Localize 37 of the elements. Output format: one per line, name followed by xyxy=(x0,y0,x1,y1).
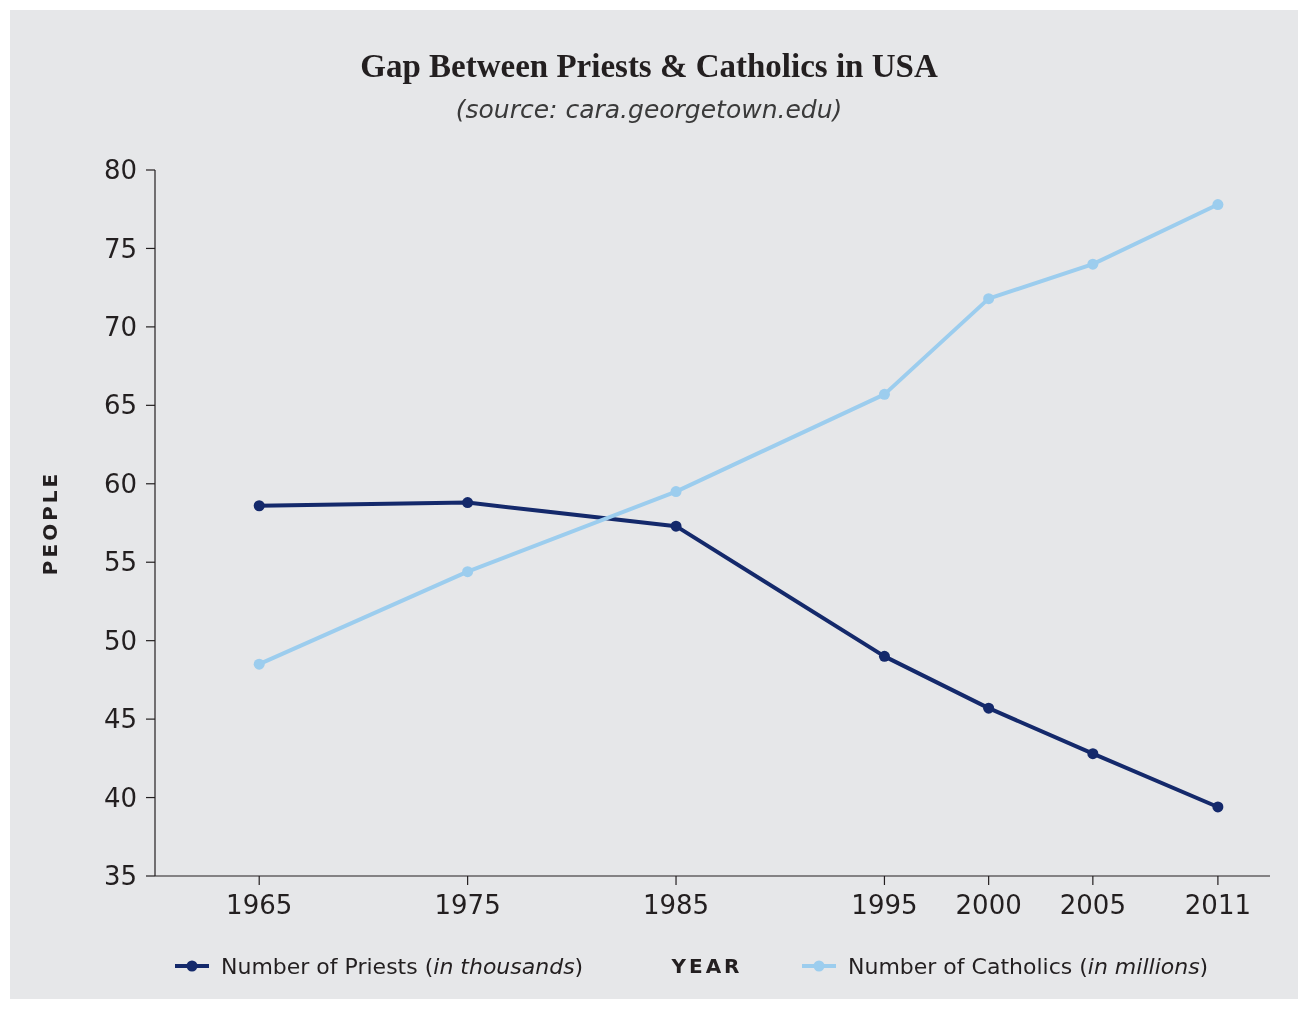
point xyxy=(983,293,995,305)
point xyxy=(253,658,265,670)
point xyxy=(1087,258,1099,270)
point xyxy=(462,497,474,509)
y-tick-label: 45 xyxy=(103,704,137,735)
x-axis-title: YEAR xyxy=(670,954,743,978)
point xyxy=(878,650,890,662)
point xyxy=(670,486,682,498)
point xyxy=(983,702,995,714)
legend-label: Number of Priests (in thousands) xyxy=(221,954,584,979)
x-tick-label: 1995 xyxy=(851,890,918,920)
x-tick-label: 1975 xyxy=(434,890,501,920)
x-tick-label: 2000 xyxy=(955,890,1022,920)
y-tick-label: 80 xyxy=(103,155,137,186)
y-tick-label: 40 xyxy=(103,782,137,813)
y-tick-label: 70 xyxy=(103,311,137,342)
point xyxy=(1087,748,1099,760)
x-tick-label: 1985 xyxy=(642,890,710,920)
y-tick-label: 35 xyxy=(103,861,137,892)
x-tick-label: 1965 xyxy=(226,890,293,920)
point xyxy=(670,520,682,532)
chart-subtitle: (source: cara.georgetown.edu) xyxy=(455,95,843,124)
point xyxy=(462,566,474,578)
point xyxy=(253,500,265,512)
legend-label: Number of Catholics (in millions) xyxy=(848,954,1209,979)
y-tick-label: 55 xyxy=(103,547,137,578)
point xyxy=(1212,801,1224,813)
y-tick-label: 75 xyxy=(103,233,137,264)
chart-title: Gap Between Priests & Catholics in USA xyxy=(360,48,938,84)
x-tick-label: 2005 xyxy=(1059,890,1126,920)
y-tick-label: 50 xyxy=(103,625,137,656)
point xyxy=(878,388,890,400)
point xyxy=(1212,199,1224,211)
y-axis-title: PEOPLE xyxy=(38,470,62,576)
y-tick-label: 65 xyxy=(103,390,137,421)
x-tick-label: 2011 xyxy=(1184,890,1251,920)
y-tick-label: 60 xyxy=(103,468,137,499)
